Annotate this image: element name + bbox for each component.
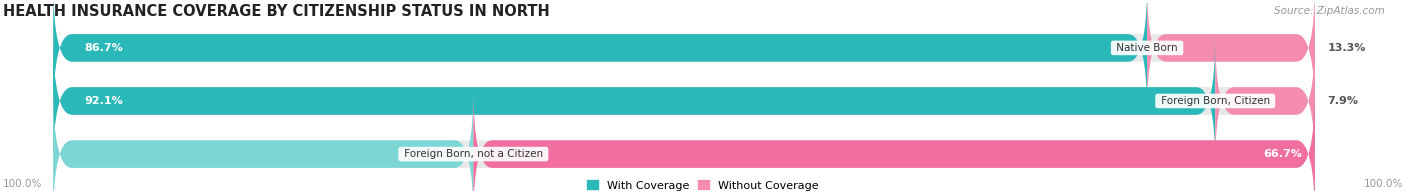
Text: 66.7%: 66.7% bbox=[1264, 149, 1302, 159]
Text: 100.0%: 100.0% bbox=[3, 179, 42, 189]
Text: Source: ZipAtlas.com: Source: ZipAtlas.com bbox=[1274, 6, 1385, 16]
FancyBboxPatch shape bbox=[53, 35, 1315, 167]
FancyBboxPatch shape bbox=[1147, 0, 1315, 114]
FancyBboxPatch shape bbox=[53, 88, 474, 196]
FancyBboxPatch shape bbox=[474, 88, 1315, 196]
FancyBboxPatch shape bbox=[1215, 35, 1315, 167]
Text: 86.7%: 86.7% bbox=[84, 43, 124, 53]
FancyBboxPatch shape bbox=[53, 0, 1315, 114]
Text: HEALTH INSURANCE COVERAGE BY CITIZENSHIP STATUS IN NORTH: HEALTH INSURANCE COVERAGE BY CITIZENSHIP… bbox=[3, 4, 550, 19]
Text: 7.9%: 7.9% bbox=[1327, 96, 1358, 106]
Text: Native Born: Native Born bbox=[1114, 43, 1181, 53]
Text: Foreign Born, Citizen: Foreign Born, Citizen bbox=[1157, 96, 1272, 106]
Text: 100.0%: 100.0% bbox=[1364, 179, 1403, 189]
Text: 92.1%: 92.1% bbox=[84, 96, 124, 106]
FancyBboxPatch shape bbox=[53, 0, 1147, 114]
Text: Foreign Born, not a Citizen: Foreign Born, not a Citizen bbox=[401, 149, 546, 159]
FancyBboxPatch shape bbox=[53, 88, 1315, 196]
FancyBboxPatch shape bbox=[53, 35, 1215, 167]
Text: 13.3%: 13.3% bbox=[1327, 43, 1365, 53]
Legend: With Coverage, Without Coverage: With Coverage, Without Coverage bbox=[582, 176, 824, 195]
Text: 33.3%: 33.3% bbox=[423, 149, 461, 159]
